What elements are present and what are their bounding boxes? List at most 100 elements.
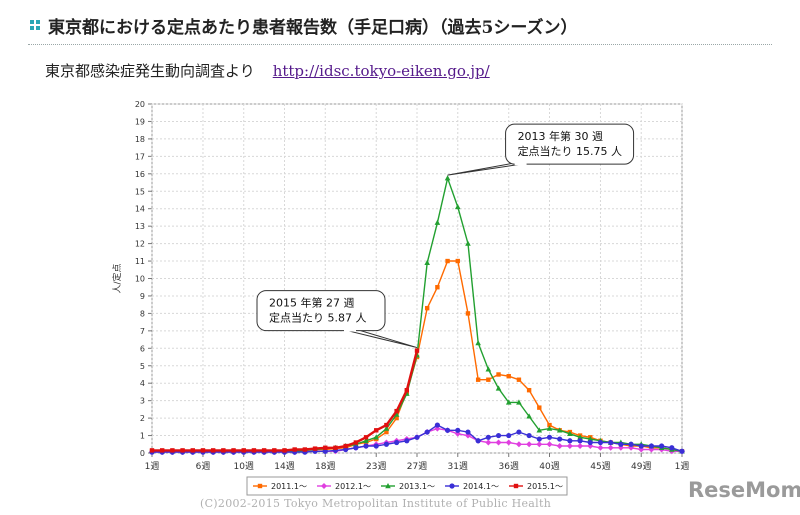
legend: 2011.1～ 2012.1～ 2013.1～ 2014.1～ 2015.1～: [246, 476, 568, 496]
source-line: 東京都感染症発生動向調査より http://idsc.tokyo-eiken.go…: [45, 60, 490, 81]
data-point: [566, 443, 573, 450]
data-point: [526, 413, 532, 419]
data-point: [546, 441, 553, 448]
data-point: [638, 443, 644, 449]
data-point: [536, 427, 543, 433]
data-point: [577, 443, 584, 450]
data-point: [384, 422, 389, 428]
data-point: [343, 443, 348, 449]
data-point: [567, 430, 573, 437]
data-point: [444, 175, 451, 181]
x-tick-label: 27週: [407, 461, 427, 472]
data-point: [282, 448, 287, 453]
x-tick-label: 6週: [196, 461, 211, 472]
data-point: [475, 438, 481, 444]
data-point: [321, 483, 327, 489]
y-tick-label: 9: [140, 292, 145, 301]
data-point: [434, 422, 440, 428]
data-point: [353, 440, 359, 445]
y-tick-label: 16: [135, 170, 145, 179]
data-point: [221, 448, 226, 453]
data-point: [394, 439, 400, 446]
data-point: [608, 439, 614, 446]
legend-box: [246, 476, 568, 496]
data-point: [385, 483, 391, 489]
y-axis-label: 人/定点: [111, 263, 123, 293]
data-point: [587, 436, 594, 442]
y-tick-label: 20: [135, 100, 145, 109]
data-point: [515, 441, 522, 448]
data-point: [394, 408, 399, 414]
data-point: [363, 443, 369, 449]
data-point: [486, 377, 491, 382]
data-point: [434, 219, 441, 225]
data-point: [373, 443, 379, 449]
x-tick-label: 1週: [145, 461, 160, 472]
data-point: [587, 439, 593, 446]
data-point: [516, 377, 522, 382]
y-tick-label: 7: [140, 327, 145, 336]
data-point: [190, 448, 195, 453]
data-point: [475, 340, 481, 346]
y-tick-label: 13: [135, 222, 145, 231]
y-tick-label: 6: [140, 344, 145, 353]
data-point: [445, 258, 450, 264]
data-point: [383, 441, 390, 447]
data-point: [251, 448, 257, 453]
data-point: [516, 429, 522, 435]
x-tick-label: 1週: [675, 461, 690, 472]
data-point: [506, 374, 511, 379]
data-point: [323, 445, 328, 450]
data-point: [556, 427, 563, 433]
legend-label: 2014.1～: [463, 482, 499, 491]
data-point: [485, 366, 492, 372]
y-tick-label: 15: [135, 187, 145, 196]
data-point: [149, 448, 155, 453]
data-point: [455, 427, 461, 433]
data-point: [546, 434, 553, 440]
y-tick-label: 5: [140, 362, 145, 371]
y-tick-label: 2: [140, 414, 145, 423]
copyright-footer: (C)2002-2015 Tokyo Metropolitan Institut…: [200, 497, 552, 510]
data-point: [424, 259, 430, 265]
data-point: [272, 448, 277, 453]
data-point: [374, 428, 379, 433]
data-point: [363, 437, 369, 443]
x-tick-label: 10週: [234, 461, 254, 472]
data-point: [526, 432, 532, 439]
data-point: [210, 448, 216, 453]
source-link[interactable]: http://idsc.tokyo-eiken.go.jp/: [272, 62, 490, 80]
data-point: [257, 483, 263, 489]
data-point: [537, 405, 542, 410]
data-point: [312, 446, 318, 451]
data-point: [556, 443, 563, 450]
data-point: [435, 285, 440, 290]
data-point: [455, 258, 460, 264]
data-point: [404, 438, 410, 444]
data-point: [231, 448, 236, 453]
y-tick-label: 3: [140, 397, 145, 406]
data-point: [292, 447, 297, 452]
resemom-logo: ReseMom: [688, 478, 800, 502]
data-point: [414, 434, 420, 440]
callout-text: 定点当たり 15.75 人: [518, 144, 622, 158]
data-point: [597, 444, 604, 451]
y-tick-label: 19: [135, 117, 145, 126]
series-2015.1～: [149, 348, 420, 453]
page-header: 東京都における定点あたり患者報告数（手足口病）（過去5シーズン）: [28, 10, 772, 45]
data-point: [495, 385, 502, 391]
x-tick-label: 36週: [499, 461, 519, 472]
data-point: [454, 203, 461, 210]
y-tick-label: 14: [135, 205, 145, 214]
data-point: [513, 483, 519, 489]
callout-text: 2015 年第 27 週: [269, 296, 354, 310]
data-point: [506, 432, 512, 439]
data-point: [597, 439, 604, 446]
data-point: [159, 448, 165, 453]
callout-text: 2013 年第 30 週: [518, 129, 603, 143]
data-point: [496, 372, 501, 377]
x-tick-label: 49週: [631, 461, 651, 472]
data-point: [200, 448, 206, 453]
data-point: [628, 441, 634, 447]
data-point: [302, 447, 308, 452]
